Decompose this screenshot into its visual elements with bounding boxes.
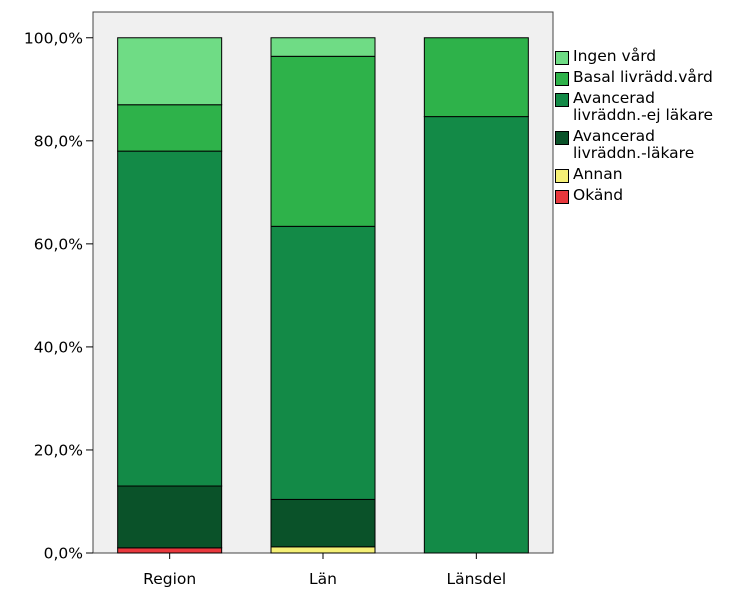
y-axis: 0,0% 20,0% 40,0% 60,0% 80,0% 100,0%: [24, 29, 93, 563]
legend-item: Basal livrädd.vård: [555, 69, 735, 86]
bars-group: [117, 37, 529, 554]
bar-segment: [270, 546, 376, 554]
legend-swatch: [555, 51, 569, 65]
bar-segment: [270, 55, 376, 227]
x-tick-label: Region: [143, 570, 196, 588]
y-tick-label: 100,0%: [24, 29, 83, 47]
bar-segment: [117, 485, 223, 549]
bar-segment: [117, 547, 223, 554]
bar-segment: [423, 37, 529, 118]
legend-swatch: [555, 72, 569, 86]
legend-label: Okänd: [573, 186, 624, 204]
legend-label: Annan: [573, 165, 623, 183]
bar-segment: [270, 37, 376, 57]
legend-item: Avancerad livräddn.-läkare: [555, 128, 735, 162]
legend-item: Annan: [555, 166, 735, 183]
bar-segment: [117, 150, 223, 487]
x-tick-label: Län: [309, 570, 337, 588]
legend-swatch: [555, 169, 569, 183]
x-axis: Region Län Länsdel: [143, 553, 506, 588]
x-tick-label: Länsdel: [446, 570, 506, 588]
bar-segment: [117, 37, 223, 106]
y-tick-label: 80,0%: [34, 132, 83, 150]
legend-label: Ingen vård: [573, 47, 657, 65]
bar-segment: [270, 225, 376, 500]
legend-item: Okänd: [555, 187, 735, 204]
y-tick-label: 0,0%: [44, 545, 83, 563]
y-tick-label: 60,0%: [34, 235, 83, 253]
legend-label: Avancerad livräddn.-ej läkare: [573, 89, 714, 124]
bar-segment: [423, 116, 529, 554]
legend-swatch: [555, 131, 569, 145]
y-tick-label: 20,0%: [34, 441, 83, 459]
bar-segment: [270, 498, 376, 548]
legend-swatch: [555, 190, 569, 204]
legend-item: Ingen vård: [555, 48, 735, 65]
legend-label: Avancerad livräddn.-läkare: [573, 127, 695, 162]
legend-label: Basal livrädd.vård: [573, 68, 713, 86]
legend: Ingen vård Basal livrädd.vård Avancerad li…: [555, 48, 735, 208]
bar-segment: [117, 104, 223, 152]
legend-item: Avancerad livräddn.-ej läkare: [555, 90, 735, 124]
legend-swatch: [555, 93, 569, 107]
y-tick-label: 40,0%: [34, 338, 83, 356]
